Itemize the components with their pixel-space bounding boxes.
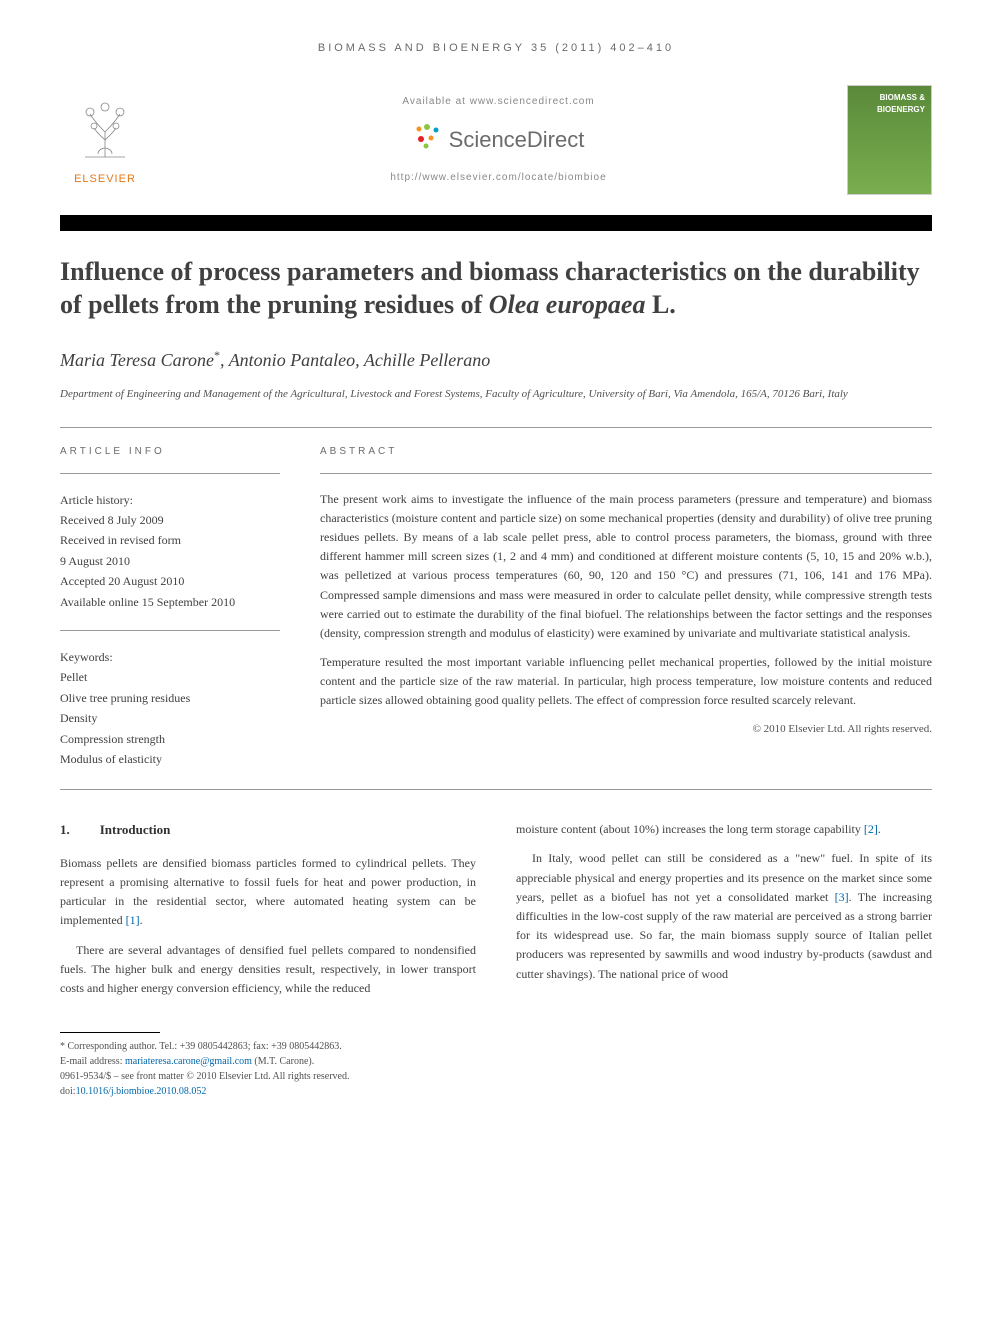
title-suffix: L.	[645, 290, 675, 319]
available-at-text: Available at www.sciencedirect.com	[150, 94, 847, 109]
sd-dots-icon	[413, 123, 443, 157]
online-date: Available online 15 September 2010	[60, 592, 280, 612]
body-text-right: moisture content (about 10%) increases t…	[516, 820, 932, 984]
keyword-4: Compression strength	[60, 729, 280, 749]
ref-link-1[interactable]: [1]	[126, 913, 140, 927]
keyword-2: Olive tree pruning residues	[60, 688, 280, 708]
body-column-left: 1. Introduction Biomass pellets are densi…	[60, 820, 476, 1099]
corresponding-author-line: * Corresponding author. Tel.: +39 080544…	[60, 1039, 476, 1054]
footnote-rule	[60, 1032, 160, 1033]
history-label: Article history:	[60, 490, 280, 510]
elsevier-logo: ELSEVIER	[60, 92, 150, 188]
issn-line: 0961-9534/$ – see front matter © 2010 El…	[60, 1069, 476, 1084]
elsevier-tree-icon	[70, 92, 140, 162]
article-history: Article history: Received 8 July 2009 Re…	[60, 490, 280, 612]
article-title: Influence of process parameters and biom…	[60, 255, 932, 323]
abstract-copyright: © 2010 Elsevier Ltd. All rights reserved…	[320, 721, 932, 739]
abstract-p2: Temperature resulted the most important …	[320, 653, 932, 711]
intro-p3: In Italy, wood pellet can still be consi…	[516, 849, 932, 983]
ref-link-2[interactable]: [2]	[864, 822, 878, 836]
cover-title: BIOMASS & BIOENERGY	[848, 92, 925, 116]
info-divider-bottom	[60, 789, 932, 790]
author-list: Maria Teresa Carone*, Antonio Pantaleo, …	[60, 346, 932, 374]
intro-p1: Biomass pellets are densified biomass pa…	[60, 854, 476, 931]
section-title: Introduction	[100, 822, 171, 837]
email-link[interactable]: mariateresa.carone@gmail.com	[125, 1056, 252, 1067]
banner-center: Available at www.sciencedirect.com Scien…	[150, 94, 847, 186]
abstract-column: ABSTRACT The present work aims to invest…	[320, 444, 932, 770]
keyword-5: Modulus of elasticity	[60, 749, 280, 769]
intro-p2: There are several advantages of densifie…	[60, 941, 476, 999]
sciencedirect-logo: ScienceDirect	[413, 123, 585, 157]
abstract-text: The present work aims to investigate the…	[320, 490, 932, 739]
info-divider-1	[60, 473, 280, 474]
abstract-heading: ABSTRACT	[320, 444, 932, 459]
doi-line: doi:10.1016/j.biombioe.2010.08.052	[60, 1084, 476, 1099]
ref-link-3[interactable]: [3]	[835, 890, 849, 904]
elsevier-label: ELSEVIER	[60, 171, 150, 188]
abstract-p1: The present work aims to investigate the…	[320, 490, 932, 644]
section-1-heading: 1. Introduction	[60, 820, 476, 840]
accepted-date: Accepted 20 August 2010	[60, 571, 280, 591]
article-info-column: ARTICLE INFO Article history: Received 8…	[60, 444, 280, 770]
sciencedirect-text: ScienceDirect	[449, 123, 585, 156]
title-separator-bar	[60, 215, 932, 231]
keywords-block: Keywords: Pellet Olive tree pruning resi…	[60, 647, 280, 769]
authors-rest: , Antonio Pantaleo, Achille Pellerano	[220, 350, 490, 370]
doi-link[interactable]: 10.1016/j.biombioe.2010.08.052	[76, 1086, 207, 1097]
journal-cover-thumbnail: BIOMASS & BIOENERGY	[847, 85, 932, 195]
abstract-divider	[320, 473, 932, 474]
author-1: Maria Teresa Carone	[60, 350, 214, 370]
journal-url: http://www.elsevier.com/locate/biombioe	[150, 170, 847, 185]
article-page: BIOMASS AND BIOENERGY 35 (2011) 402–410 …	[0, 0, 992, 1129]
section-number: 1.	[60, 820, 70, 840]
body-column-right: moisture content (about 10%) increases t…	[516, 820, 932, 1099]
intro-p1-cont: moisture content (about 10%) increases t…	[516, 820, 932, 839]
article-info-heading: ARTICLE INFO	[60, 444, 280, 459]
received-date: Received 8 July 2009	[60, 510, 280, 530]
info-divider-top	[60, 427, 932, 428]
info-abstract-row: ARTICLE INFO Article history: Received 8…	[60, 444, 932, 770]
email-line: E-mail address: mariateresa.carone@gmail…	[60, 1054, 476, 1069]
journal-running-head: BIOMASS AND BIOENERGY 35 (2011) 402–410	[60, 40, 932, 57]
keyword-3: Density	[60, 708, 280, 728]
affiliation: Department of Engineering and Management…	[60, 386, 932, 403]
keywords-label: Keywords:	[60, 647, 280, 667]
keyword-1: Pellet	[60, 667, 280, 687]
title-species: Olea europaea	[489, 290, 646, 319]
revised-label: Received in revised form	[60, 530, 280, 550]
footer-block: * Corresponding author. Tel.: +39 080544…	[60, 1022, 476, 1099]
publisher-banner: ELSEVIER Available at www.sciencedirect.…	[60, 75, 932, 215]
body-columns: 1. Introduction Biomass pellets are densi…	[60, 820, 932, 1099]
revised-date: 9 August 2010	[60, 551, 280, 571]
body-text-left: Biomass pellets are densified biomass pa…	[60, 854, 476, 998]
info-divider-2	[60, 630, 280, 631]
